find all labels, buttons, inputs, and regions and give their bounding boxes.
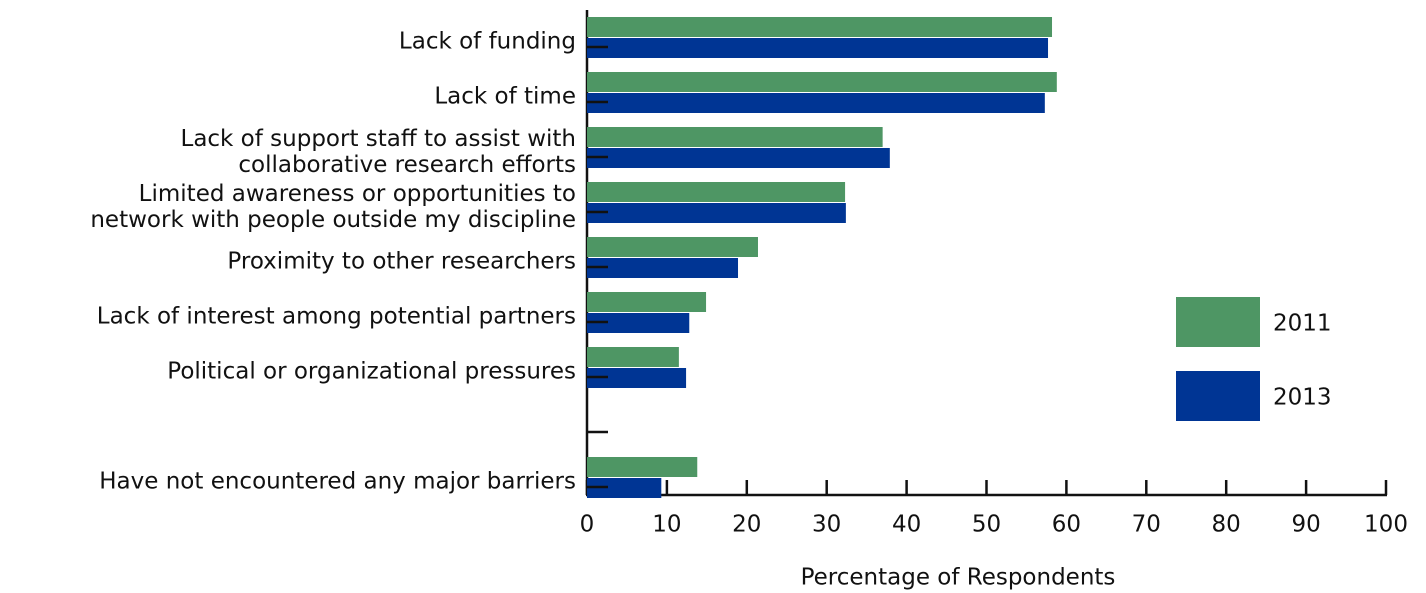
y-tick-label: Lack of time xyxy=(434,84,576,110)
x-tick-label: 0 xyxy=(580,512,595,538)
bar xyxy=(587,347,679,367)
bar xyxy=(587,17,1053,37)
x-tick-label: 10 xyxy=(652,512,681,538)
y-tick-label: Lack of support staff to assist with coll… xyxy=(181,126,577,178)
bar xyxy=(587,237,758,257)
x-tick-label: 30 xyxy=(812,512,841,538)
bar xyxy=(587,93,1045,113)
y-tick-label: Lack of funding xyxy=(399,29,576,55)
x-tick-label: 40 xyxy=(892,512,921,538)
legend-label: 2011 xyxy=(1273,311,1332,337)
bar xyxy=(587,182,846,202)
legend-swatch xyxy=(1176,371,1260,421)
x-axis-title: Percentage of Respondents xyxy=(801,565,1116,591)
bar xyxy=(587,148,890,168)
x-tick-label: 20 xyxy=(732,512,761,538)
x-tick-label: 50 xyxy=(972,512,1001,538)
bar xyxy=(587,457,698,477)
legend-swatch xyxy=(1176,297,1260,347)
x-tick-label: 80 xyxy=(1212,512,1241,538)
y-tick-label: Limited awareness or opportunities to net… xyxy=(90,181,576,233)
bar xyxy=(587,258,739,278)
bar xyxy=(587,38,1049,58)
bar xyxy=(587,292,707,312)
x-tick-label: 90 xyxy=(1291,512,1320,538)
bar xyxy=(587,313,690,333)
x-tick-label: 100 xyxy=(1364,512,1408,538)
y-tick-label: Lack of interest among potential partner… xyxy=(97,304,576,330)
y-tick-label: Have not encountered any major barriers xyxy=(99,469,576,495)
y-tick-label: Political or organizational pressures xyxy=(167,359,576,385)
legend-label: 2013 xyxy=(1273,385,1332,411)
bar xyxy=(587,478,662,498)
x-tick-label: 60 xyxy=(1052,512,1081,538)
y-tick-label: Proximity to other researchers xyxy=(227,249,576,275)
x-tick-label: 70 xyxy=(1132,512,1161,538)
bar xyxy=(587,368,687,388)
bar xyxy=(587,203,846,223)
bar xyxy=(587,127,883,147)
bar xyxy=(587,72,1057,92)
